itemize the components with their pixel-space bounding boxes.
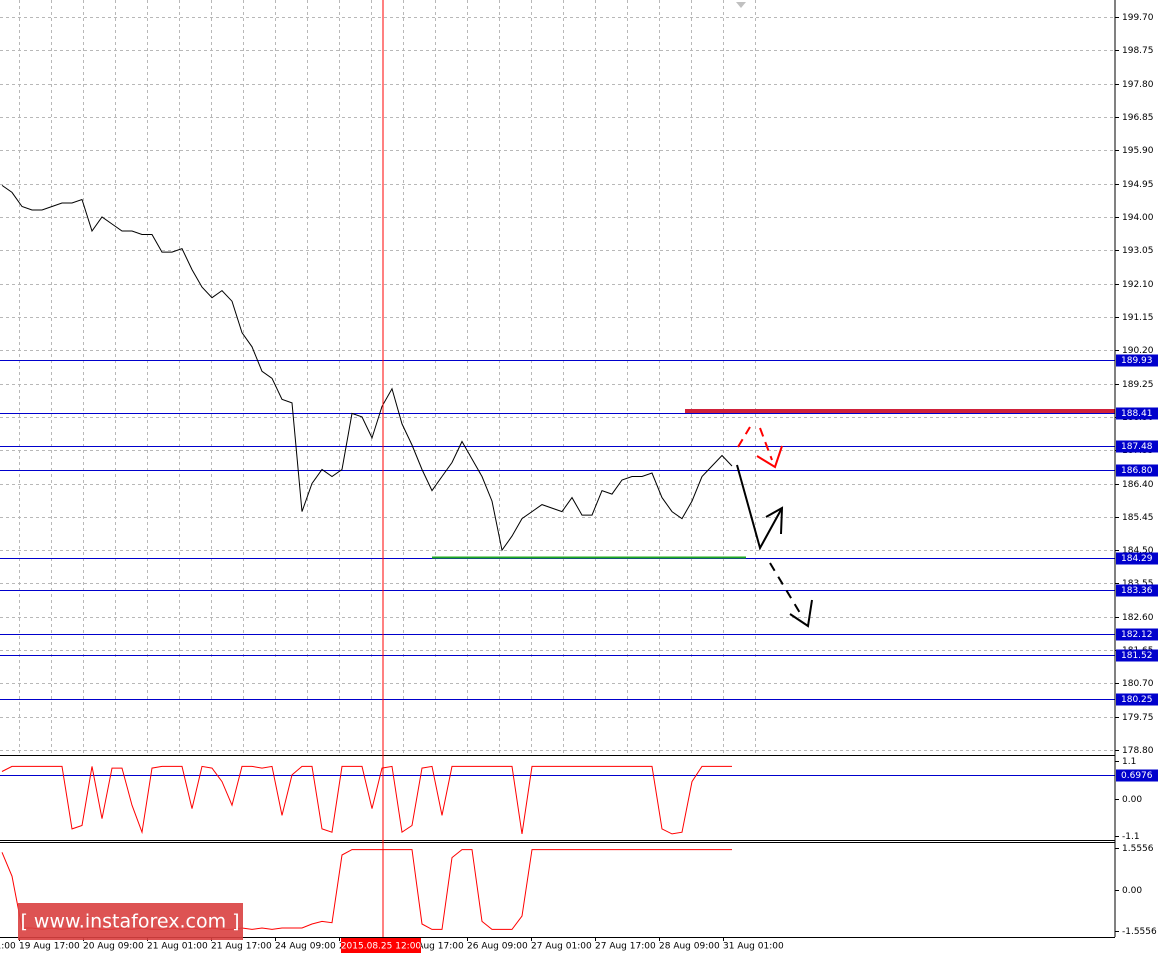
x-tick-label: 25 Aug 17:00: [403, 942, 464, 952]
level-label: 182.12: [1121, 630, 1153, 640]
y-tick-label: 192.10: [1122, 280, 1154, 290]
y-tick-label: 0.00: [1122, 795, 1142, 805]
arrow: [737, 426, 751, 448]
level-label-box: [1116, 649, 1158, 662]
x-tick-label: 21 Aug 17:00: [211, 942, 272, 952]
y-tick-label: 198.75: [1122, 46, 1154, 56]
level-label: 184.29: [1121, 554, 1153, 564]
watermark-box: [18, 903, 243, 940]
level-label-box: [1116, 584, 1158, 597]
level-label-box: [1116, 693, 1158, 706]
arrow: [759, 427, 773, 461]
y-tick-label: 197.80: [1122, 80, 1154, 90]
x-tick-label: 27 Aug 17:00: [595, 942, 656, 952]
arrow: [736, 464, 783, 551]
y-tick-label: 190.20: [1122, 346, 1154, 356]
level-label-box: [1116, 440, 1158, 453]
level-label: 187.48: [1121, 442, 1153, 452]
level-label-box: [1116, 628, 1158, 641]
x-tick-label: 27 Aug 01:00: [531, 942, 592, 952]
level-label-box: [1116, 552, 1158, 565]
y-tick-label: -1.5556: [1122, 927, 1157, 937]
arrow: [769, 562, 801, 614]
level-label: 188.41: [1121, 409, 1153, 419]
y-tick-label: 194.95: [1122, 180, 1154, 190]
y-tick-label: 182.60: [1122, 613, 1154, 623]
y-tick-label: 191.15: [1122, 313, 1154, 323]
x-tick-label: 20 Aug 09:00: [83, 942, 144, 952]
y-tick-label: 178.80: [1122, 746, 1154, 756]
price-line: [1, 184, 733, 552]
y-tick-label: 189.25: [1122, 380, 1154, 390]
y-tick-label: 1.1: [1122, 757, 1136, 767]
level-label: 0.6976: [1121, 771, 1153, 781]
level-label: 186.80: [1121, 466, 1153, 476]
y-tick-label: 0.00: [1122, 886, 1142, 896]
x-tick-label: 24 Aug 09:00: [275, 942, 336, 952]
y-tick-label: -1.1: [1122, 832, 1140, 842]
cursor-time: 2015.08.25 12:00: [341, 942, 422, 952]
level-label-box: [1116, 464, 1158, 477]
y-tick-label: 186.40: [1122, 480, 1154, 490]
level-label-box: [1116, 769, 1158, 782]
y-tick-label: 179.75: [1122, 713, 1154, 723]
x-tick-label: 28 Aug 09:00: [659, 942, 720, 952]
y-tick-label: 193.05: [1122, 246, 1154, 256]
y-tick-label: 199.70: [1122, 13, 1154, 23]
watermark: [ www.instaforex.com ]: [20, 911, 239, 933]
y-tick-label: 1.5556: [1122, 844, 1154, 854]
price-line: [1, 765, 732, 835]
level-label-box: [1116, 354, 1158, 367]
x-tick-label: 26 Aug 09:00: [467, 942, 528, 952]
level-label: 180.25: [1121, 695, 1153, 705]
arrowhead: [765, 506, 784, 535]
shift-marker: [736, 2, 746, 8]
y-tick-label: 195.90: [1122, 146, 1154, 156]
cursor-time-box: [341, 938, 421, 953]
arrowhead: [756, 445, 783, 469]
y-tick-label: 180.70: [1122, 679, 1154, 689]
x-tick-label: 19 Aug 01:00: [0, 942, 16, 952]
y-tick-label: 196.85: [1122, 113, 1154, 123]
y-tick-label: 183.55: [1122, 579, 1154, 589]
arrowhead: [789, 599, 813, 628]
x-tick-label: 21 Aug 01:00: [147, 942, 208, 952]
level-label-box: [1116, 407, 1158, 420]
y-tick-label: 194.00: [1122, 213, 1154, 223]
x-tick-label: 19 Aug 17:00: [19, 942, 80, 952]
level-label: 189.93: [1121, 356, 1153, 366]
level-label: 183.36: [1121, 586, 1153, 596]
y-tick-label: 184.50: [1122, 546, 1154, 556]
forecast-arrows: [736, 426, 813, 628]
level-label: 181.52: [1121, 651, 1153, 661]
y-tick-label: 185.45: [1122, 513, 1154, 523]
x-tick-label: 31 Aug 01:00: [723, 942, 784, 952]
plots: [0, 184, 1115, 930]
